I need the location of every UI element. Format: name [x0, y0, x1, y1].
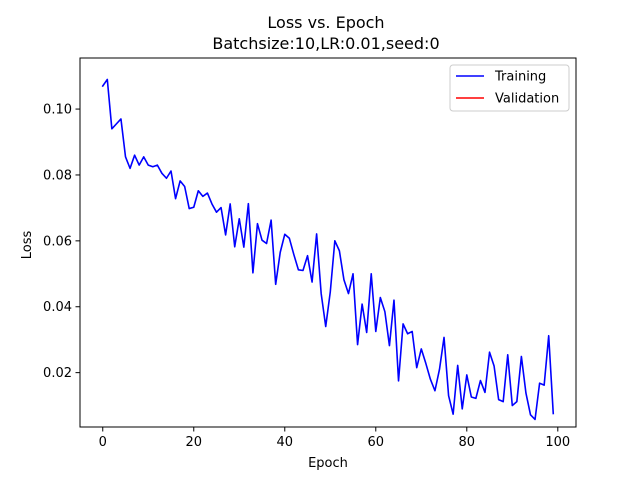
plot-frame [79, 57, 577, 428]
series-line-training [101, 78, 555, 421]
x-tick-label: 0 [99, 435, 107, 450]
y-axis-label: Loss [20, 231, 35, 260]
x-tick-label: 80 [459, 435, 476, 450]
legend-label-training: Training [494, 70, 546, 85]
x-tick-label: 100 [545, 435, 570, 450]
y-tick-label: 0.10 [43, 103, 72, 118]
series-layer [101, 78, 555, 421]
y-tick-label: 0.02 [43, 366, 72, 381]
chart-title: Loss vs. Epoch [267, 13, 384, 32]
x-tick-label: 40 [276, 435, 293, 450]
legend-label-validation: Validation [495, 92, 559, 107]
axes-layer: 0 20 40 60 80 100 0.02 0.04 0.06 0.08 0.10 [43, 57, 577, 450]
legend: Training Validation [449, 64, 570, 112]
chart-subtitle: Batchsize:10,LR:0.01,seed:0 [212, 34, 439, 53]
chart-title-group: Loss vs. Epoch Batchsize:10,LR:0.01,seed… [212, 13, 439, 53]
x-tick-label: 60 [368, 435, 385, 450]
y-tick-label: 0.08 [43, 168, 72, 183]
y-tick-label: 0.04 [43, 300, 72, 315]
y-tick-label: 0.06 [43, 234, 72, 249]
x-axis-label: Epoch [308, 456, 348, 471]
x-tick-label: 20 [185, 435, 202, 450]
